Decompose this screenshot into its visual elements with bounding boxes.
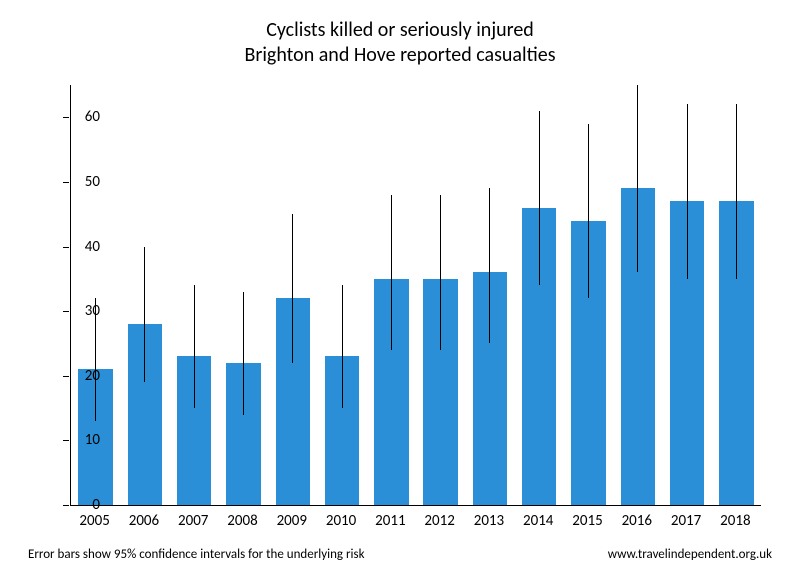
error-bar bbox=[194, 285, 195, 408]
x-axis-label: 2008 bbox=[227, 512, 257, 530]
y-axis-label: 40 bbox=[60, 238, 100, 256]
x-axis-label: 2013 bbox=[474, 512, 504, 530]
x-axis-label: 2016 bbox=[622, 512, 652, 530]
error-bar bbox=[243, 292, 244, 415]
error-bar bbox=[687, 104, 688, 278]
error-bar bbox=[292, 214, 293, 363]
y-axis-label: 20 bbox=[60, 367, 100, 385]
x-axis-label: 2012 bbox=[424, 512, 454, 530]
y-axis-label: 50 bbox=[60, 173, 100, 191]
x-axis-label: 2009 bbox=[277, 512, 307, 530]
x-axis-label: 2017 bbox=[671, 512, 701, 530]
y-axis-label: 30 bbox=[60, 302, 100, 320]
chart-container: Cyclists killed or seriously injured Bri… bbox=[0, 0, 800, 580]
x-axis-label: 2011 bbox=[375, 512, 405, 530]
x-axis-label: 2007 bbox=[178, 512, 208, 530]
chart-title: Cyclists killed or seriously injured Bri… bbox=[0, 18, 800, 68]
footer-note-left: Error bars show 95% confidence intervals… bbox=[28, 547, 365, 562]
error-bar bbox=[489, 188, 490, 343]
y-axis-label: 60 bbox=[60, 108, 100, 126]
error-bar bbox=[539, 111, 540, 285]
x-axis-label: 2018 bbox=[720, 512, 750, 530]
footer-note-right: www.travelindependent.org.uk bbox=[608, 547, 772, 562]
y-axis-label: 10 bbox=[60, 431, 100, 449]
error-bar bbox=[440, 195, 441, 350]
error-bar bbox=[391, 195, 392, 350]
x-axis-label: 2014 bbox=[523, 512, 553, 530]
error-bar bbox=[736, 104, 737, 278]
x-axis-label: 2005 bbox=[79, 512, 109, 530]
chart-title-line1: Cyclists killed or seriously injured bbox=[266, 18, 534, 42]
error-bar bbox=[637, 85, 638, 272]
plot-area bbox=[70, 85, 761, 506]
x-axis-label: 2006 bbox=[129, 512, 159, 530]
error-bar bbox=[588, 124, 589, 298]
chart-title-line2: Brighton and Hove reported casualties bbox=[244, 43, 555, 67]
x-axis-label: 2015 bbox=[572, 512, 602, 530]
x-axis-label: 2010 bbox=[326, 512, 356, 530]
error-bar bbox=[342, 285, 343, 408]
error-bar bbox=[144, 247, 145, 383]
